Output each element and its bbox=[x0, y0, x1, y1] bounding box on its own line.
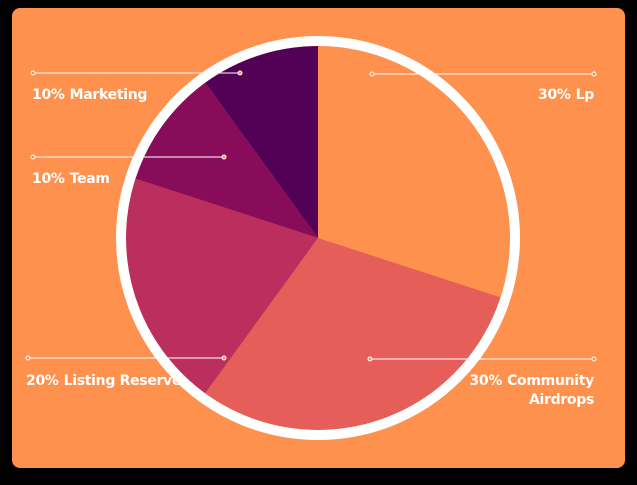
category-label: Team bbox=[69, 171, 110, 187]
value-label: 30% bbox=[469, 373, 503, 389]
category-label: Community Airdrops bbox=[507, 373, 594, 408]
leader-dot bbox=[367, 356, 373, 362]
pie-slice bbox=[318, 46, 510, 298]
leader-dot bbox=[221, 154, 227, 160]
category-label: Listing Reserve bbox=[63, 373, 182, 389]
slice-label: 30% Lp bbox=[464, 86, 594, 105]
slice-label: 10% Marketing bbox=[32, 86, 147, 105]
leader-dot bbox=[591, 71, 597, 77]
leader-dot bbox=[25, 355, 31, 361]
leader-dot bbox=[591, 356, 597, 362]
value-label: 10% bbox=[32, 87, 65, 103]
leader-dot bbox=[30, 154, 36, 160]
leader-dot bbox=[369, 71, 375, 77]
slice-label: 30% Community Airdrops bbox=[464, 372, 594, 410]
pie-slice bbox=[205, 238, 501, 430]
leader-dot bbox=[237, 70, 243, 76]
value-label: 20% bbox=[26, 373, 59, 389]
category-label: Lp bbox=[575, 87, 595, 103]
slice-label: 20% Listing Reserve bbox=[26, 372, 181, 391]
leader-dot bbox=[30, 70, 36, 76]
slice-label: 10% Team bbox=[32, 170, 110, 189]
value-label: 30% bbox=[538, 87, 571, 103]
value-label: 10% bbox=[32, 171, 65, 187]
leader-dot bbox=[221, 355, 227, 361]
pie-ring bbox=[116, 36, 520, 440]
pie-slice bbox=[135, 82, 318, 239]
pie-slice bbox=[205, 46, 318, 238]
pie-slice bbox=[126, 178, 318, 394]
category-label: Marketing bbox=[69, 87, 148, 103]
